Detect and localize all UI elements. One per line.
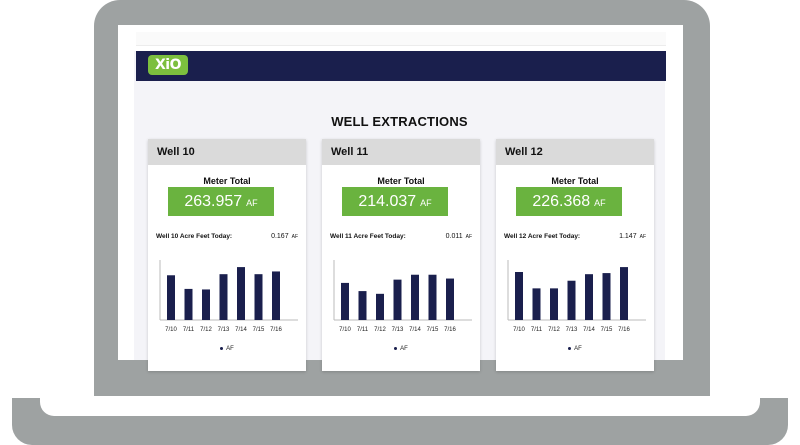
legend-label: AF: [574, 346, 582, 352]
bar-7-11[interactable]: [532, 288, 541, 320]
page-title: WELL EXTRACTIONS: [331, 114, 468, 129]
legend-dot: [394, 346, 398, 350]
legend-dot: [568, 346, 572, 350]
acre-feet-today: Well 10 Acre Feet Today: 0.167 AF: [156, 233, 298, 240]
meter-total-unit: AF: [594, 198, 606, 208]
meter-total-box: 214.037 AF: [342, 187, 448, 216]
well-card-title: Well 11: [322, 139, 480, 165]
bar-7-15[interactable]: [428, 274, 437, 320]
chart-legend: AF: [496, 346, 654, 352]
well-card: Well 11 Meter Total 214.037 AF Well 11 A…: [322, 139, 480, 371]
bar-7-14[interactable]: [411, 274, 419, 320]
x-tick-label: 7/13: [218, 327, 230, 333]
bar-7-10[interactable]: [167, 275, 175, 320]
acre-feet-today-value: 0.167: [271, 233, 289, 240]
legend-label: AF: [226, 346, 234, 352]
bar-7-12[interactable]: [202, 289, 210, 320]
well-card-title: Well 10: [148, 139, 306, 165]
acre-feet-today: Well 12 Acre Feet Today: 1.147 AF: [504, 233, 646, 240]
extraction-bar-chart: 7/10 7/11 7/12 7/13 7/14 7/15 7/16: [507, 260, 646, 333]
meter-total-label: Meter Total: [203, 176, 251, 186]
app-header: XiO: [136, 51, 666, 81]
meter-total-box: 226.368 AF: [516, 187, 622, 216]
x-tick-label: 7/12: [548, 327, 560, 333]
x-tick-label: 7/15: [253, 327, 265, 333]
meter-total-label: Meter Total: [551, 176, 599, 186]
x-tick-label: 7/14: [583, 327, 595, 333]
bar-7-10[interactable]: [515, 272, 523, 320]
x-tick-label: 7/10: [165, 327, 177, 333]
bar-7-15[interactable]: [254, 274, 263, 320]
meter-total-box: 263.957 AF: [168, 187, 274, 216]
bar-7-10[interactable]: [341, 282, 349, 320]
x-tick-label: 7/11: [183, 327, 195, 333]
dashboard-app: XiO WELL EXTRACTIONS Well 10 Meter Total…: [134, 51, 666, 371]
acre-feet-today-value-wrap: 1.147 AF: [619, 233, 646, 240]
legend-label: AF: [400, 346, 408, 352]
bar-7-12[interactable]: [376, 293, 384, 320]
bar-7-13[interactable]: [219, 274, 228, 320]
bar-7-16[interactable]: [446, 278, 454, 320]
meter-total-unit: AF: [420, 198, 432, 208]
acre-feet-today-value: 0.011: [445, 233, 463, 240]
meter-total-value: 226.368: [532, 193, 591, 210]
acre-feet-today: Well 11 Acre Feet Today: 0.011 AF: [330, 233, 472, 240]
x-tick-label: 7/14: [235, 327, 247, 333]
x-tick-label: 7/10: [339, 327, 351, 333]
x-tick-label: 7/15: [427, 327, 439, 333]
meter-total-value: 263.957: [184, 193, 243, 210]
acre-feet-today-unit: AF: [639, 234, 646, 240]
x-tick-label: 7/11: [357, 327, 369, 333]
browser-bar: [136, 32, 666, 46]
acre-feet-today-label: Well 11 Acre Feet Today:: [330, 233, 406, 240]
bar-7-13[interactable]: [393, 279, 402, 320]
extraction-bar-chart: 7/10 7/11 7/12 7/13 7/14 7/15 7/16: [159, 260, 298, 333]
meter-total-unit: AF: [246, 198, 258, 208]
x-tick-label: 7/13: [392, 327, 404, 333]
acre-feet-today-label: Well 12 Acre Feet Today:: [504, 233, 581, 240]
meter-total-value: 214.037: [358, 193, 417, 210]
xio-logo[interactable]: XiO: [148, 55, 188, 75]
laptop-base-highlight: [40, 396, 760, 416]
well-card: Well 10 Meter Total 263.957 AF Well 10 A…: [148, 139, 306, 371]
acre-feet-today-unit: AF: [465, 234, 472, 240]
bar-7-14[interactable]: [585, 274, 593, 320]
x-tick-label: 7/15: [601, 327, 613, 333]
x-tick-label: 7/16: [270, 327, 282, 333]
acre-feet-today-value-wrap: 0.167 AF: [271, 233, 298, 240]
x-tick-label: 7/13: [566, 327, 578, 333]
legend-dot: [220, 346, 224, 350]
acre-feet-today-value: 1.147: [619, 233, 637, 240]
chart-legend: AF: [148, 346, 306, 352]
x-tick-label: 7/12: [200, 327, 212, 333]
bar-7-15[interactable]: [602, 273, 611, 320]
laptop-screen: XiO WELL EXTRACTIONS Well 10 Meter Total…: [118, 25, 683, 371]
acre-feet-today-label: Well 10 Acre Feet Today:: [156, 233, 233, 240]
bar-7-16[interactable]: [272, 271, 280, 320]
acre-feet-today-unit: AF: [291, 234, 298, 240]
x-tick-label: 7/14: [409, 327, 421, 333]
x-tick-label: 7/16: [444, 327, 456, 333]
chart-legend: AF: [322, 346, 480, 352]
bar-7-16[interactable]: [620, 267, 628, 320]
x-tick-label: 7/10: [513, 327, 525, 333]
x-tick-label: 7/11: [531, 327, 543, 333]
bar-7-11[interactable]: [184, 288, 193, 320]
bar-7-11[interactable]: [358, 291, 367, 320]
x-tick-label: 7/12: [374, 327, 386, 333]
bar-7-14[interactable]: [237, 267, 245, 320]
bar-7-13[interactable]: [567, 280, 576, 320]
acre-feet-today-value-wrap: 0.011 AF: [446, 233, 472, 240]
meter-total-label: Meter Total: [377, 176, 425, 186]
x-tick-label: 7/16: [618, 327, 630, 333]
well-card: Well 12 Meter Total 226.368 AF Well 12 A…: [496, 139, 654, 371]
bar-7-12[interactable]: [550, 288, 558, 320]
well-card-title: Well 12: [496, 139, 654, 165]
extraction-bar-chart: 7/10 7/11 7/12 7/13 7/14 7/15 7/16: [333, 260, 472, 333]
